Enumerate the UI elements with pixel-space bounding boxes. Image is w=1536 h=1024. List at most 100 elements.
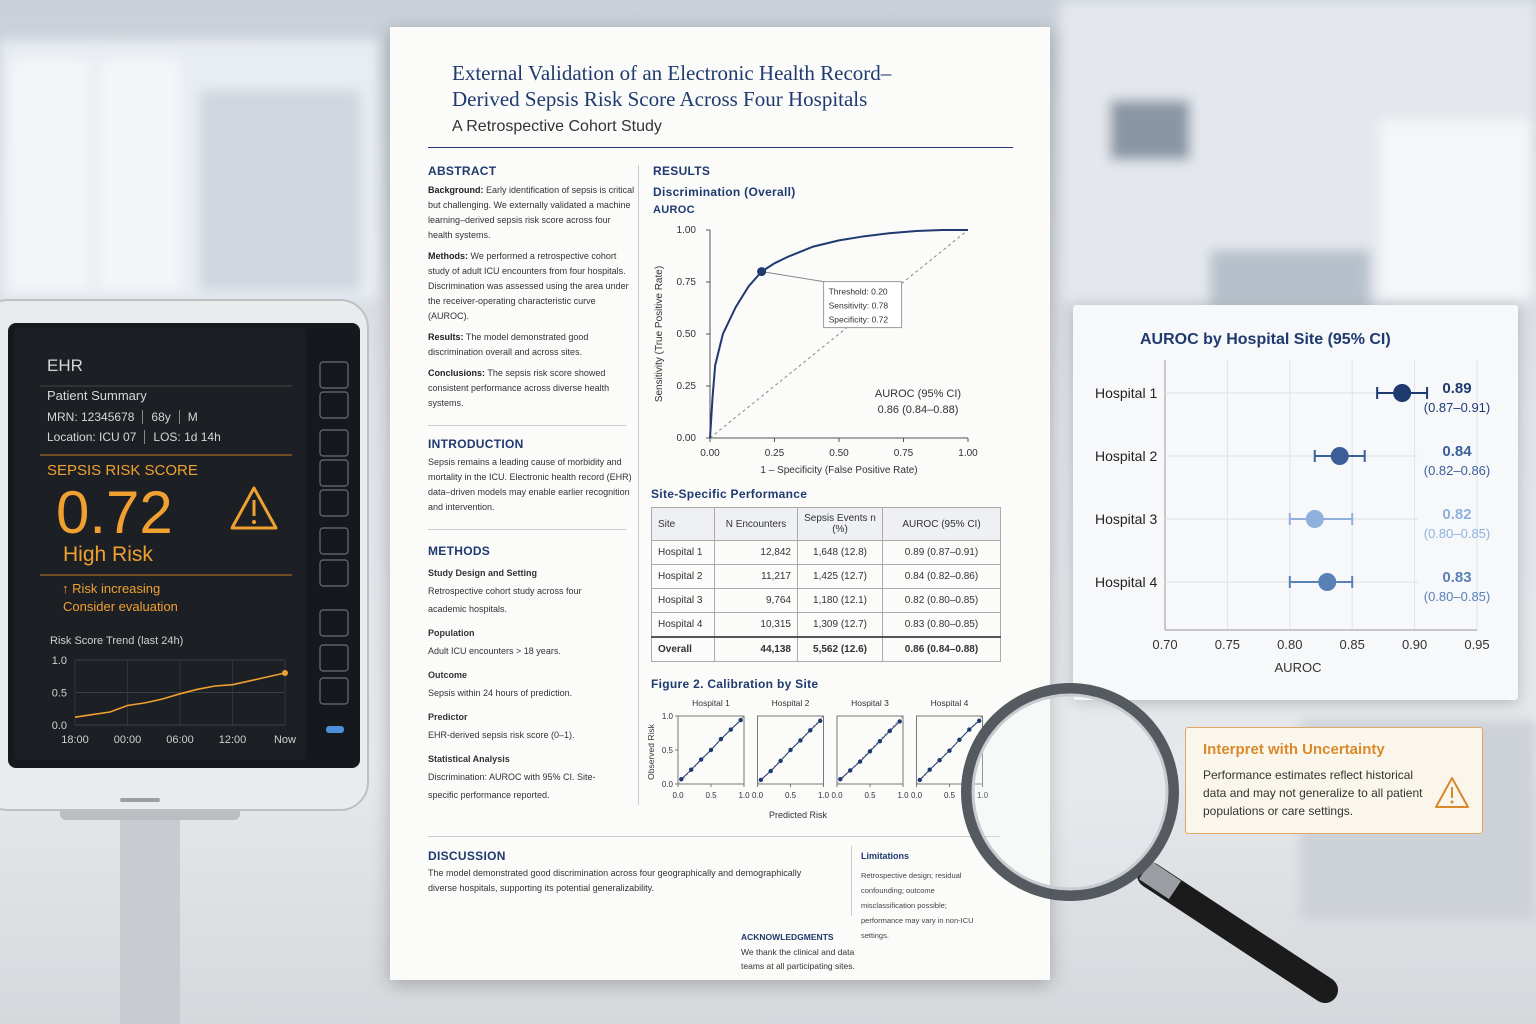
calibration-point <box>768 768 773 774</box>
section-heading: METHODS <box>428 544 491 558</box>
point-estimate <box>1330 447 1349 465</box>
calibration-point <box>808 728 813 733</box>
warning-icon <box>1435 777 1469 808</box>
item-label: Study Design and Setting <box>428 568 538 578</box>
table-cell: Hospital 3 <box>651 588 715 613</box>
paper-subtitle: A Retrospective Cohort Study <box>452 118 662 135</box>
x-axis-label: AUROC <box>1275 660 1322 675</box>
y-tick-label: 0.25 <box>677 381 697 392</box>
panel-title: Hospital 2 <box>772 698 810 708</box>
side-buttons <box>319 361 349 705</box>
action-note: Consider evaluation <box>63 599 178 614</box>
table-wrap: Site N Encounters Sepsis Events n (%) AUROC… <box>651 507 1001 662</box>
x-tick-label: Now <box>274 734 296 746</box>
table-cell: 12,842 <box>714 540 798 565</box>
ci-label: (0.80–0.85) <box>1424 526 1491 541</box>
calibration-point <box>897 719 902 724</box>
x-tick-label: 1.0 <box>977 791 989 800</box>
annotation-box <box>823 281 903 329</box>
title-rule <box>428 147 1013 148</box>
calibration-point <box>778 758 783 764</box>
table-cell: Hospital 4 <box>651 612 715 638</box>
location-row: Location: ICU 07 LOS: 1d 14h <box>47 430 221 444</box>
x-tick-label: 0.75 <box>894 448 914 459</box>
x-tick-label: 0.5 <box>785 791 797 800</box>
header-cell: AUROC (95% CI) <box>882 507 1001 541</box>
panel-title: Hospital 4 <box>931 698 969 708</box>
section-heading: INTRODUCTION <box>428 437 524 451</box>
paragraph-label: Methods: <box>428 251 468 261</box>
table-cell: 9,764 <box>714 588 798 613</box>
column-divider <box>638 165 639 805</box>
calibration-point <box>738 717 743 723</box>
table-cell: Hospital 1 <box>651 540 715 565</box>
site-label: Hospital 3 <box>1095 511 1157 527</box>
estimate-label: 0.84 <box>1442 443 1472 460</box>
threshold-point <box>757 267 767 277</box>
header-row: Site N Encounters Sepsis Events n (%) AUROC… <box>651 507 1001 541</box>
introduction-text: Sepsis remains a leading cause of morbid… <box>428 457 632 512</box>
subheading: Site-Specific Performance <box>651 487 808 501</box>
header-cell: Sepsis Events n (%) <box>797 507 883 541</box>
forest-card: AUROC by Hospital Site (95% CI) 0.70 0.75… <box>1073 305 1518 700</box>
paragraph-text: The model demonstrated good discriminati… <box>428 332 589 357</box>
calibration-point <box>937 758 942 763</box>
score-label: SEPSIS RISK SCORE <box>47 462 198 479</box>
estimate-label: 0.82 <box>1442 506 1471 523</box>
calibration-point <box>977 718 982 723</box>
section-rule <box>428 425 626 426</box>
y-tick-label: 0.00 <box>677 433 697 444</box>
section-heading: ABSTRACT <box>428 164 497 178</box>
table-row: Hospital 3 9,764 1,180 (12.1) 0.82 (0.80–0.… <box>651 588 1001 613</box>
latest-point <box>282 670 288 676</box>
y-axis-label: Observed Risk <box>648 723 656 779</box>
calibration-point <box>798 738 803 743</box>
table-cell: 0.83 (0.80–0.85) <box>882 612 1001 638</box>
trend-note: ↑ Risk increasing <box>62 581 161 596</box>
table-cell: 1,425 (12.7) <box>797 564 883 589</box>
paragraph-text: The sepsis risk score showed consistent … <box>428 368 610 408</box>
table-cell: 0.86 (0.84–0.88) <box>882 636 1001 662</box>
x-tick-label: 0.75 <box>1215 637 1240 652</box>
x-tick-label: 1.0 <box>818 791 830 800</box>
length-of-stay: LOS: 1d 14h <box>144 430 221 444</box>
warning-title: Interpret with Uncertainty <box>1203 741 1385 758</box>
forest-plot: 0.70 0.75 0.80 0.85 0.90 0.95 AUROC Hospital 1 0… <box>1095 360 1491 675</box>
calibration-point <box>917 777 922 783</box>
location: Location: ICU 07 <box>47 430 137 444</box>
title-line: External Validation of an Electronic Hea… <box>452 61 892 85</box>
abstract-paragraph: Results: The model demonstrated good dis… <box>428 330 636 360</box>
calibration-point <box>708 747 714 753</box>
annotation-line: Specificity: 0.72 <box>829 315 889 325</box>
chart-title: Risk Score Trend (last 24h) <box>50 635 183 647</box>
acknowledgments-heading: ACKNOWLEDGMENTS <box>741 932 834 942</box>
section-heading: DISCUSSION <box>428 849 506 863</box>
x-tick-label: 0.50 <box>829 448 849 459</box>
x-tick-label: 1.00 <box>958 448 978 459</box>
paper-title: External Validation of an Electronic Hea… <box>452 60 891 112</box>
auroc-label: AUROC (95% CI) <box>875 388 961 400</box>
table-cell: Overall <box>651 636 715 662</box>
x-tick-label: 0.0 <box>752 791 764 800</box>
warning-icon <box>230 486 278 530</box>
calibration-point <box>818 718 823 723</box>
figure-title: Figure 2. Calibration by Site <box>651 677 819 691</box>
pole <box>120 790 180 1024</box>
x-axis-label: Predicted Risk <box>769 810 828 820</box>
table-cell: 1,309 (12.7) <box>797 612 883 638</box>
header-cell: Site <box>651 507 715 541</box>
point-estimate <box>1393 384 1412 402</box>
x-tick-label: 06:00 <box>166 734 194 746</box>
calibration-point <box>698 757 704 762</box>
methods: Study Design and Setting Retrospective co… <box>428 566 613 803</box>
y-tick-label: 1.0 <box>52 655 67 667</box>
methods-item: Predictor EHR-derived sepsis risk score (… <box>428 710 613 743</box>
table-cell: 0.84 (0.82–0.86) <box>882 564 1001 589</box>
title-line: Derived Sepsis Risk Score Across Four Ho… <box>452 87 868 111</box>
limitations-text: Retrospective design; residual confoundi… <box>861 871 974 940</box>
x-tick-label: 0.5 <box>864 791 876 800</box>
paragraph-text: We performed a retrospective cohort stud… <box>428 251 629 321</box>
site-label: Hospital 1 <box>1095 385 1157 401</box>
